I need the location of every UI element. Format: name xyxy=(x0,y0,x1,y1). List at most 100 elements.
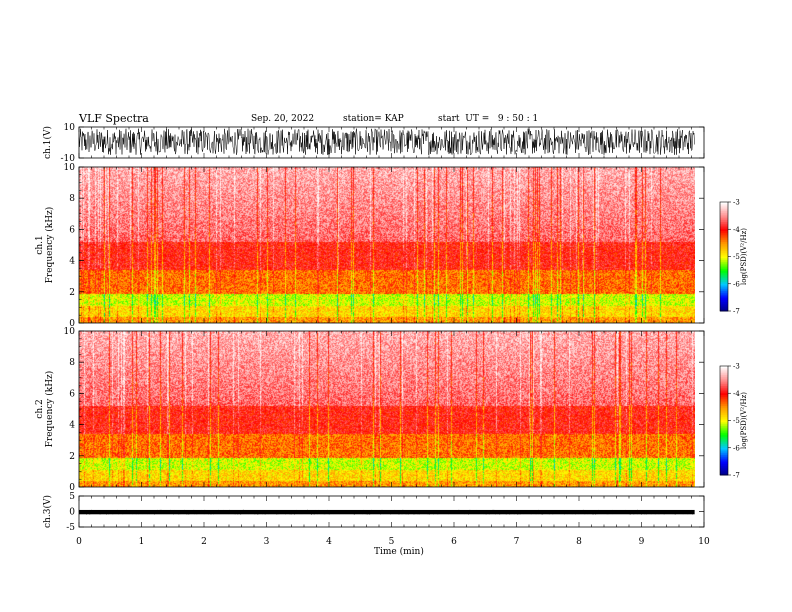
colorbar-segment xyxy=(720,214,728,218)
colorbar-segment xyxy=(720,269,728,272)
colorbar-segment xyxy=(720,376,728,380)
colorbar-segment xyxy=(720,458,728,461)
colorbar-segment xyxy=(720,465,728,469)
y-tick-label: 4 xyxy=(69,257,75,267)
colorbar-tick-label: -7 xyxy=(733,472,740,480)
colorbar-segment xyxy=(720,220,728,223)
colorbar-segment xyxy=(720,393,728,396)
y-tick-label: 6 xyxy=(69,225,75,235)
y-tick-label: 10 xyxy=(64,163,76,173)
colorbar-segment xyxy=(720,366,728,369)
x-tick-label: 3 xyxy=(264,537,270,547)
colorbar-segment xyxy=(720,429,728,432)
x-tick-label: 2 xyxy=(201,537,207,547)
y-tick-label: 0 xyxy=(69,483,75,493)
colorbar-segment xyxy=(720,209,728,212)
y-tick-label: 4 xyxy=(69,421,75,431)
colorbar-segment xyxy=(720,467,728,471)
colorbar-segment xyxy=(720,218,728,221)
colorbar-segment xyxy=(720,241,728,245)
y-tick-label: 0 xyxy=(69,319,75,329)
colorbar-segment xyxy=(720,211,728,214)
colorbar-segment xyxy=(720,278,728,281)
colorbar-segment xyxy=(720,404,728,407)
x-tick-label: 8 xyxy=(576,537,582,547)
colorbar-tick-label: -4 xyxy=(733,390,740,398)
colorbar-segment xyxy=(720,234,728,238)
y-axis-label-line: ch.1 xyxy=(35,235,45,254)
y-axis-label-line: Frequency (kHz) xyxy=(44,207,55,284)
colorbar-label: log(PSD)(V²/Hz) xyxy=(740,392,748,449)
colorbar-segment xyxy=(720,375,728,378)
colorbar-segment xyxy=(720,462,728,465)
colorbar-segment xyxy=(720,267,728,270)
chart-title: VLF Spectra xyxy=(79,112,149,125)
colorbar-segment xyxy=(720,252,728,256)
y-tick-label: -10 xyxy=(61,154,76,164)
colorbar-segment xyxy=(720,424,728,427)
colorbar-segment xyxy=(720,247,728,250)
colorbar-segment xyxy=(720,373,728,376)
colorbar-segment xyxy=(720,471,728,474)
colorbar-segment xyxy=(720,436,728,440)
colorbar-segment xyxy=(720,291,728,294)
y-axis-label-line: ch.1(V) xyxy=(42,126,53,159)
colorbar-segment xyxy=(720,420,728,423)
colorbar-segment xyxy=(720,438,728,441)
colorbar-segment xyxy=(720,398,728,402)
colorbar: -3 -4 -5 -6 -7 log(PSD)(V²/Hz) xyxy=(719,363,748,480)
colorbar-segment xyxy=(720,289,728,292)
colorbar-segment xyxy=(720,473,728,476)
y-axis-label: ch.1Frequency (kHz) xyxy=(35,207,55,284)
colorbar-segment xyxy=(720,384,728,387)
colorbar-segment xyxy=(720,294,728,297)
colorbar-segment xyxy=(720,367,728,371)
colorbar: -3 -4 -5 -6 -7 log(PSD)(V²/Hz) xyxy=(719,199,748,316)
y-tick-label: 10 xyxy=(64,123,76,133)
y-axis-label-line: ch.2 xyxy=(35,399,45,418)
colorbar-segment xyxy=(720,371,728,374)
colorbar-segment xyxy=(720,287,728,290)
colorbar-segment xyxy=(720,305,728,308)
chart-station: station= KAP xyxy=(343,114,404,124)
colorbar-segment xyxy=(720,469,728,472)
colorbar-tick-label: -3 xyxy=(733,199,740,207)
colorbar-segment xyxy=(720,225,728,228)
colorbar-segment xyxy=(720,263,728,267)
waveform-trace xyxy=(78,128,695,156)
x-tick-label: 6 xyxy=(451,537,457,547)
colorbar-segment xyxy=(720,296,728,299)
waveform-panel-1 xyxy=(78,128,695,156)
colorbar-segment xyxy=(720,243,728,247)
colorbar-segment xyxy=(720,418,728,421)
y-axis-label: ch.2Frequency (kHz) xyxy=(35,371,55,448)
colorbar-segment xyxy=(720,402,728,405)
colorbar-segment xyxy=(720,307,728,310)
colorbar-segment xyxy=(720,447,728,451)
colorbar-segment xyxy=(720,309,728,312)
colorbar-segment xyxy=(720,283,728,287)
colorbar-tick-label: -5 xyxy=(733,417,740,425)
colorbar-segment xyxy=(720,427,728,431)
axes-1: 10 -10 ch.1(V) xyxy=(42,123,705,164)
axes-2: 0 2 4 6 8 10 ch.1Frequency (kHz) xyxy=(35,163,705,329)
colorbar-tick-label: -6 xyxy=(733,444,740,452)
colorbar-segment xyxy=(720,456,728,460)
colorbar-segment xyxy=(720,251,728,254)
colorbar-segment xyxy=(720,411,728,414)
colorbar-segment xyxy=(720,440,728,443)
colorbar-tick-label: -4 xyxy=(733,226,740,234)
colorbar-segment xyxy=(720,385,728,389)
colorbar-segment xyxy=(720,254,728,257)
y-tick-label: 8 xyxy=(69,358,75,368)
y-tick-label: -5 xyxy=(66,523,75,533)
colorbar-segment xyxy=(720,229,728,232)
y-tick-label: 2 xyxy=(69,452,75,462)
x-axis: 0 1 2 3 4 5 6 7 8 9 10 xyxy=(76,537,710,547)
chart-date: Sep. 20, 2022 xyxy=(251,114,315,124)
spectrogram-panel-1: -3 -4 -5 -6 -7 log(PSD)(V²/Hz) xyxy=(79,167,748,323)
colorbar-segment xyxy=(720,405,728,409)
colorbar-segment xyxy=(720,223,728,227)
colorbar-segment xyxy=(720,281,728,285)
colorbar-segment xyxy=(720,433,728,436)
